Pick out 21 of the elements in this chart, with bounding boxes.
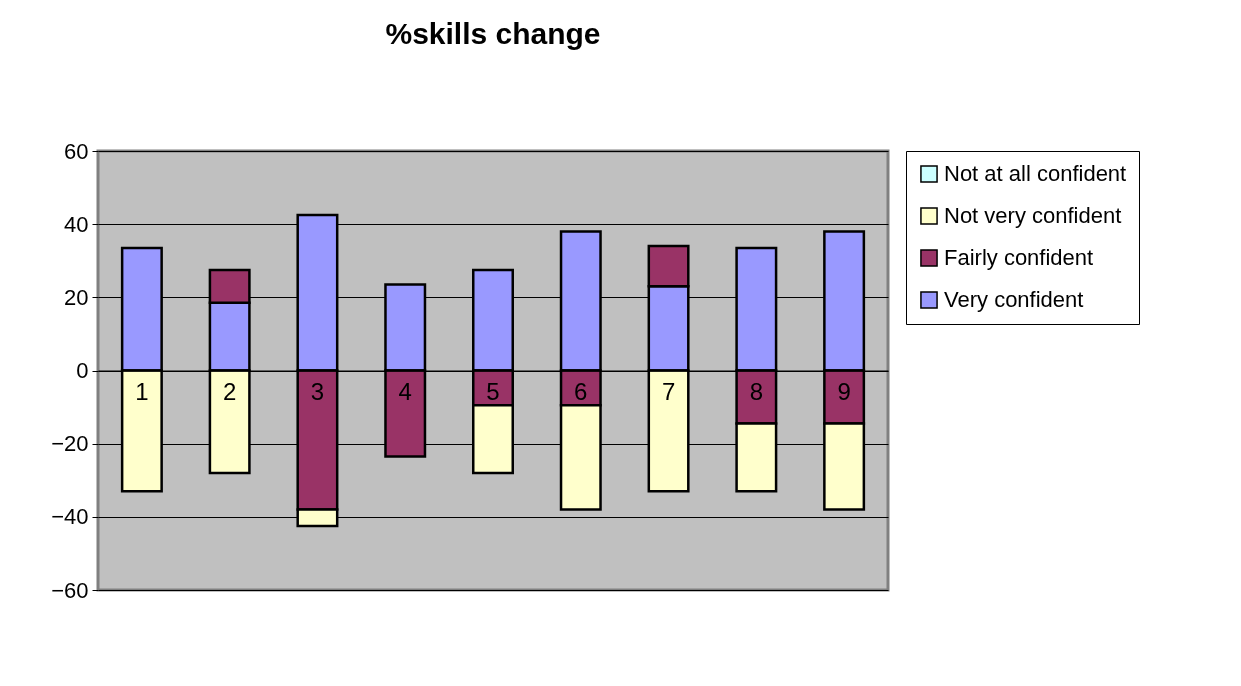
x-tick-label: 9 <box>837 378 851 405</box>
x-tick-label: 7 <box>661 378 676 405</box>
legend-label: Not very confident <box>944 203 1122 228</box>
x-tick-label: 6 <box>574 378 588 405</box>
x-tick-label: 3 <box>310 378 325 405</box>
y-tick-label: 40 <box>64 211 89 237</box>
x-tick-label: 4 <box>398 378 412 405</box>
legend-label: Very confident <box>944 287 1084 312</box>
y-tick-label: 60 <box>64 138 89 164</box>
y-tick-label: 0 <box>76 358 89 383</box>
x-tick-label: 5 <box>486 378 500 405</box>
legend-label: Fairly confident <box>944 245 1094 270</box>
x-tick-label: 2 <box>222 378 237 405</box>
x-tick-label: 8 <box>749 378 764 405</box>
legend-label: Not at all confident <box>944 161 1127 186</box>
chart-title: %skills change <box>385 17 601 50</box>
y-tick-label: 20 <box>64 284 89 310</box>
y-tick-label: −20 <box>51 431 89 457</box>
x-tick-label: 1 <box>135 378 149 405</box>
y-tick-label: −40 <box>51 504 89 530</box>
y-tick-label: −60 <box>51 577 89 603</box>
